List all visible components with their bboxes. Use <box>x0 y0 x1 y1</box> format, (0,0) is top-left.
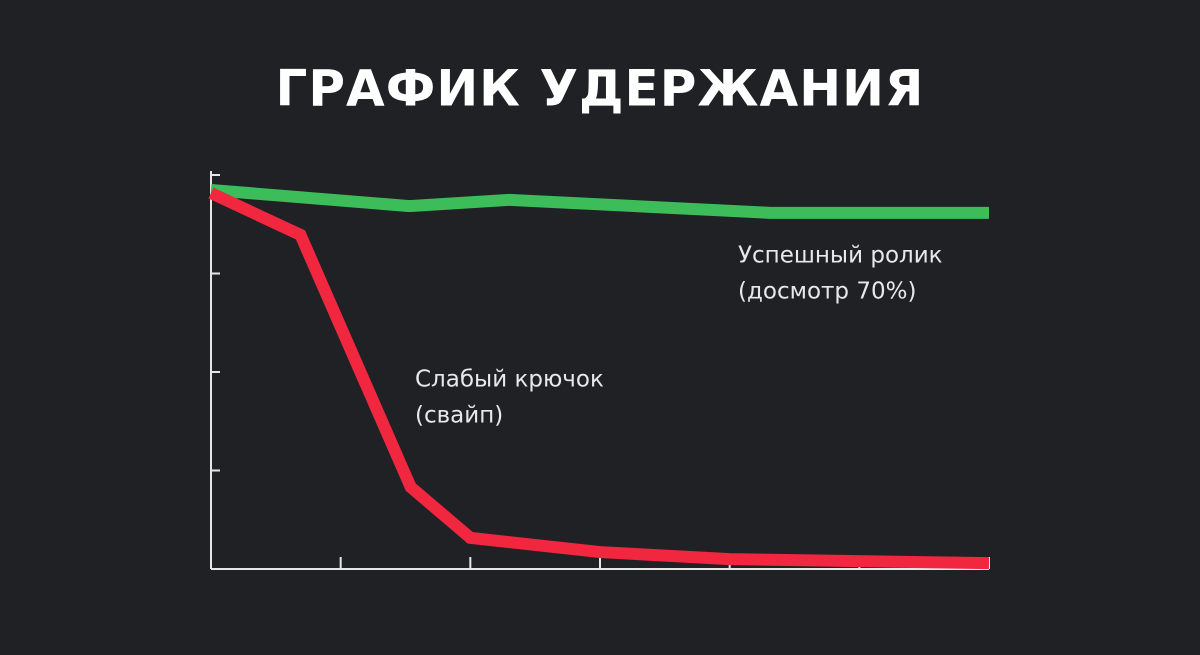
annotation: Слабый крючок <box>415 367 604 393</box>
chart-title: ГРАФИК УДЕРЖАНИЯ <box>276 60 925 118</box>
annotation: (свайп) <box>415 403 503 429</box>
series-line <box>208 187 990 570</box>
annotation: (досмотр 70%) <box>738 279 916 305</box>
series-line <box>210 183 989 219</box>
annotation: Успешный ролик <box>738 243 943 269</box>
